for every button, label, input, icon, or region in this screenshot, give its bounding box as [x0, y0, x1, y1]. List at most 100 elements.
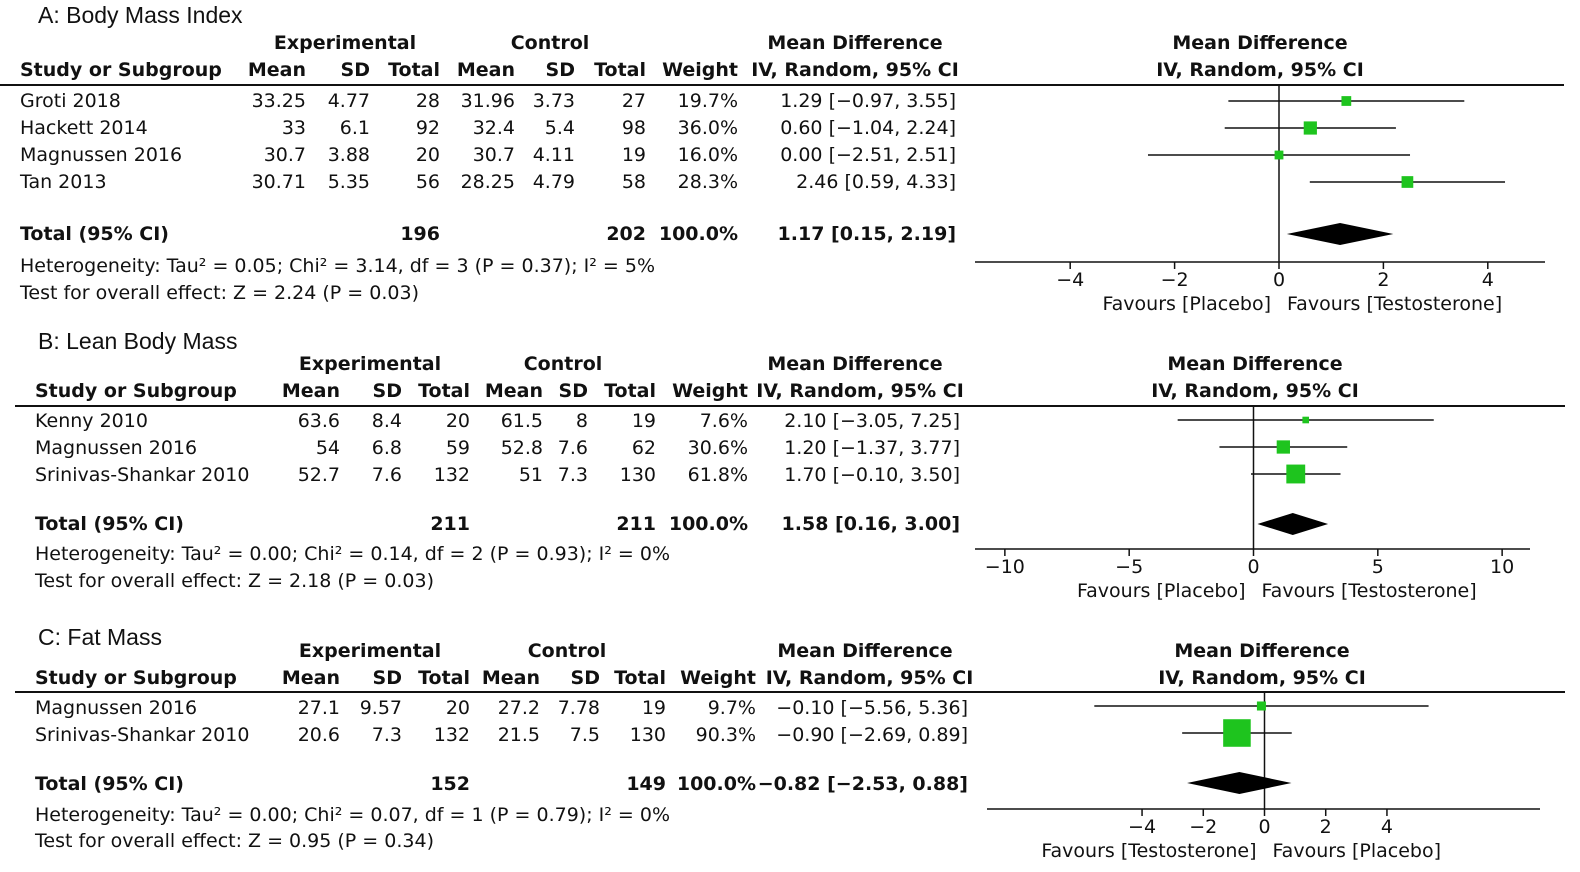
cell-e-sd: 6.1: [339, 117, 370, 139]
x-tick-label: 2: [1320, 816, 1332, 838]
col-header-weight: Weight: [680, 667, 756, 689]
x-tick-label: 10: [1490, 556, 1514, 578]
cell-e-mean: 27.1: [297, 697, 340, 719]
cell-c-total: 19: [641, 697, 666, 719]
x-tick-label: 0: [1273, 269, 1285, 291]
col-header-e-mean: Mean: [281, 667, 340, 689]
group-header-experimental: Experimental: [298, 353, 442, 375]
x-tick-label: 0: [1247, 556, 1259, 578]
forest-plot-a: −4 −2 0 2 4 Favours [Placebo] Favours [Testost…: [975, 84, 1545, 315]
study-name: Magnussen 2016: [35, 437, 198, 459]
cell-c-sd: 8: [575, 410, 588, 432]
cell-e-total: 20: [415, 144, 440, 166]
favours-left-label: Favours [Placebo]: [1077, 580, 1246, 602]
cell-c-mean: 32.4: [472, 117, 515, 139]
col-header-c-total: Total: [604, 380, 656, 402]
cell-c-sd: 4.11: [532, 144, 575, 166]
study-name: Groti 2018: [20, 90, 121, 112]
cell-ci: −0.90 [−2.69, 0.89]: [776, 724, 968, 746]
col-header-e-total: Total: [388, 59, 440, 81]
col-header-e-total: Total: [418, 667, 470, 689]
pooled-diamond: [1187, 772, 1292, 794]
col-header-c-sd: SD: [545, 59, 575, 81]
cell-e-mean: 33.25: [251, 90, 306, 112]
cell-e-total: 92: [415, 117, 440, 139]
cell-weight: 61.8%: [687, 464, 748, 486]
total-label: Total (95% CI): [20, 223, 169, 245]
x-tick-label: −4: [1056, 269, 1084, 291]
study-name: Srinivas-Shankar 2010: [35, 464, 250, 486]
total-c-total: 202: [606, 223, 646, 245]
plot-header-bottom: IV, Random, 95% CI: [1156, 59, 1364, 81]
cell-e-sd: 9.57: [359, 697, 402, 719]
cell-c-total: 58: [621, 171, 646, 193]
plot-header-bottom: IV, Random, 95% CI: [1151, 380, 1359, 402]
col-header-c-sd: SD: [558, 380, 588, 402]
col-header-c-total: Total: [594, 59, 646, 81]
x-tick-label: −10: [985, 556, 1025, 578]
study-name: Kenny 2010: [35, 410, 148, 432]
x-tick-label: −2: [1189, 816, 1217, 838]
study-marker: [1276, 440, 1290, 454]
study-marker: [1274, 150, 1284, 160]
cell-e-total: 28: [415, 90, 440, 112]
panel-b: B: Lean Body Mass Experimental Control M…: [0, 322, 1580, 612]
panel-c: C: Fat Mass Experimental Control Mean Di…: [0, 612, 1580, 872]
study-name: Tan 2013: [20, 171, 107, 193]
cell-c-mean: 21.5: [497, 724, 540, 746]
forest-plot-c: −4 −2 0 2 4 Favours [Testosterone] Favours [Pl…: [987, 691, 1540, 862]
md-header-bottom: IV, Random, 95% CI: [751, 59, 959, 81]
panel-title: C: Fat Mass: [38, 624, 162, 650]
header-rule: [0, 84, 1564, 86]
favours-left-label: Favours [Testosterone]: [1041, 840, 1256, 862]
cell-c-total: 130: [629, 724, 666, 746]
plot-header-bottom: IV, Random, 95% CI: [1158, 667, 1366, 689]
cell-c-total: 62: [631, 437, 656, 459]
cell-c-mean: 27.2: [497, 697, 540, 719]
cell-e-sd: 6.8: [371, 437, 402, 459]
cell-ci: 2.10 [−3.05, 7.25]: [784, 410, 960, 432]
cell-e-total: 20: [445, 410, 470, 432]
cell-c-mean: 52.8: [500, 437, 543, 459]
cell-weight: 19.7%: [677, 90, 738, 112]
cell-weight: 90.3%: [695, 724, 756, 746]
total-ci: −0.82 [−2.53, 0.88]: [757, 773, 968, 795]
favours-left-label: Favours [Placebo]: [1102, 293, 1271, 315]
x-tick-label: 4: [1381, 816, 1393, 838]
favours-right-label: Favours [Placebo]: [1273, 840, 1442, 862]
x-tick-label: 2: [1377, 269, 1389, 291]
x-tick-label: −4: [1128, 816, 1156, 838]
study-marker: [1401, 176, 1414, 188]
total-e-total: 196: [400, 223, 440, 245]
x-tick-label: 0: [1258, 816, 1270, 838]
plot-header-top: Mean Difference: [1174, 640, 1350, 662]
cell-e-sd: 4.77: [327, 90, 370, 112]
cell-c-sd: 7.3: [557, 464, 588, 486]
cell-e-mean: 30.7: [263, 144, 306, 166]
plot-header-top: Mean Difference: [1172, 32, 1348, 54]
col-header-c-mean: Mean: [481, 667, 540, 689]
cell-ci: 1.20 [−1.37, 3.77]: [784, 437, 960, 459]
cell-c-sd: 5.4: [544, 117, 575, 139]
cell-ci: −0.10 [−5.56, 5.36]: [776, 697, 968, 719]
col-header-e-sd: SD: [372, 667, 402, 689]
x-tick-label: −5: [1115, 556, 1143, 578]
total-label: Total (95% CI): [35, 773, 184, 795]
md-header-top: Mean Difference: [777, 640, 953, 662]
cell-e-mean: 30.71: [251, 171, 306, 193]
cell-c-total: 19: [631, 410, 656, 432]
x-tick-label: 5: [1372, 556, 1384, 578]
col-header-e-mean: Mean: [247, 59, 306, 81]
col-header-e-mean: Mean: [281, 380, 340, 402]
col-header-c-total: Total: [614, 667, 666, 689]
col-header-weight: Weight: [662, 59, 738, 81]
col-header-study: Study or Subgroup: [20, 59, 222, 81]
cell-c-mean: 61.5: [500, 410, 543, 432]
panel-title: B: Lean Body Mass: [38, 328, 238, 354]
cell-e-mean: 63.6: [297, 410, 340, 432]
cell-c-mean: 30.7: [472, 144, 515, 166]
group-header-control: Control: [527, 640, 607, 662]
panel-a: A: Body Mass Index Experimental Control …: [0, 0, 1580, 320]
cell-e-total: 56: [415, 171, 440, 193]
group-header-experimental: Experimental: [298, 640, 442, 662]
